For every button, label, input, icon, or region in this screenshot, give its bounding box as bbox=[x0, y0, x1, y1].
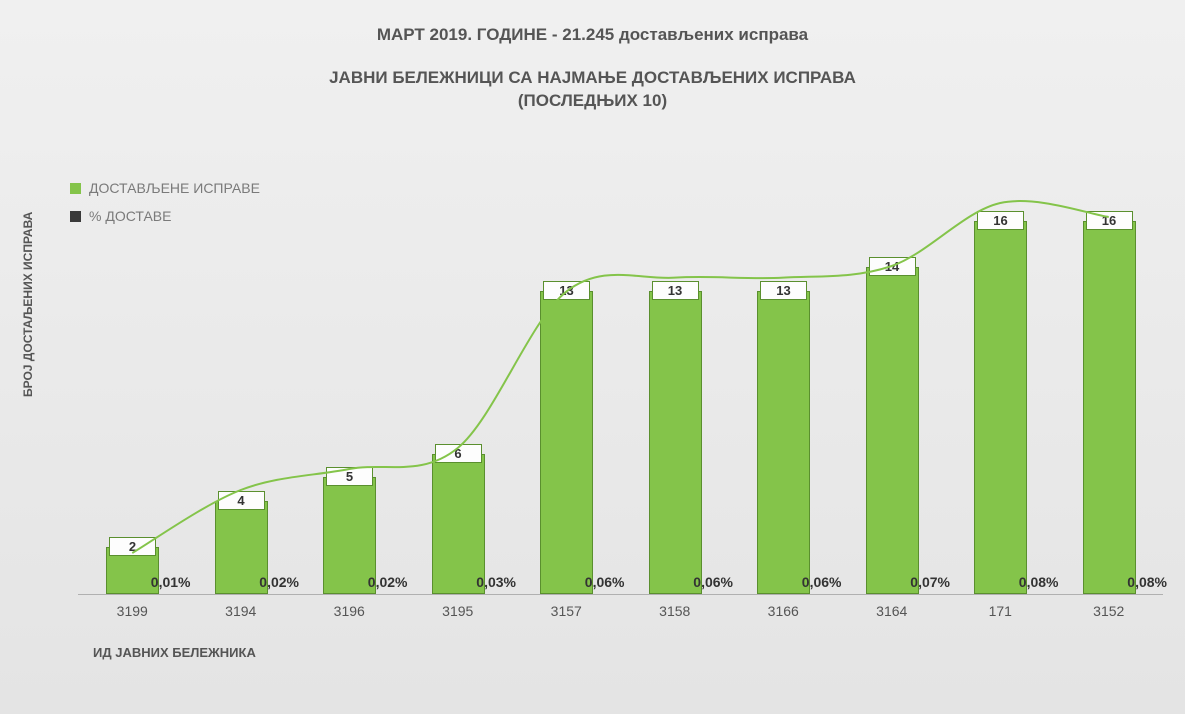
bar-value-label: 16 bbox=[1086, 211, 1133, 230]
pct-label: 0,08% bbox=[1127, 574, 1167, 590]
bar-group: 50,02% bbox=[295, 175, 404, 594]
bar-group: 4 0,02% bbox=[187, 175, 296, 594]
x-tick-label: 3166 bbox=[729, 603, 838, 619]
pct-label: 0,08% bbox=[1019, 574, 1059, 590]
pct-label: 0,06% bbox=[693, 574, 733, 590]
bar bbox=[866, 267, 919, 594]
pct-label: 0,06% bbox=[585, 574, 625, 590]
bar-value-label: 13 bbox=[543, 281, 590, 300]
x-tick-label: 3158 bbox=[621, 603, 730, 619]
chart-subtitle-line2: (ПОСЛЕДЊИХ 10) bbox=[518, 91, 667, 110]
pct-label: 0,07% bbox=[910, 574, 950, 590]
plot-area: 20,01%40,02%50,02%60,03%130,06%130,06%13… bbox=[78, 175, 1163, 595]
x-tick-label: 3199 bbox=[78, 603, 187, 619]
bar-group: 6 0,03% bbox=[404, 175, 513, 594]
bar-value-label: 6 bbox=[435, 444, 482, 463]
bar-value-label: 14 bbox=[869, 257, 916, 276]
bar bbox=[649, 291, 702, 594]
bar-value-label: 5 bbox=[326, 467, 373, 486]
x-tick-label: 3194 bbox=[187, 603, 296, 619]
x-tick-label: 3164 bbox=[838, 603, 947, 619]
x-tick-label: 171 bbox=[946, 603, 1055, 619]
bar-value-label: 13 bbox=[652, 281, 699, 300]
x-tick-label: 3196 bbox=[295, 603, 404, 619]
bar bbox=[757, 291, 810, 594]
x-tick-label: 3195 bbox=[404, 603, 513, 619]
bar bbox=[540, 291, 593, 594]
bar-group: 160,08% bbox=[946, 175, 1055, 594]
pct-label: 0,02% bbox=[368, 574, 408, 590]
chart-subtitle-line1: ЈАВНИ БЕЛЕЖНИЦИ СА НАЈМАЊЕ ДОСТАВЉЕНИХ И… bbox=[329, 68, 856, 87]
chart-title-sub: ЈАВНИ БЕЛЕЖНИЦИ СА НАЈМАЊЕ ДОСТАВЉЕНИХ И… bbox=[0, 67, 1185, 113]
x-tick-label: 3152 bbox=[1055, 603, 1164, 619]
x-tick-label: 3157 bbox=[512, 603, 621, 619]
y-axis-title: БРОЈ ДОСТАЉЕНИХ ИСПРАВА bbox=[21, 212, 35, 397]
bar bbox=[1083, 221, 1136, 594]
x-axis-labels: 319931943196319531573158316631641713152 bbox=[78, 603, 1163, 623]
bar-value-label: 13 bbox=[760, 281, 807, 300]
bar-value-label: 4 bbox=[218, 491, 265, 510]
pct-label: 0,06% bbox=[802, 574, 842, 590]
chart-container: МАРТ 2019. ГОДИНЕ - 21.245 достављених и… bbox=[0, 0, 1185, 714]
pct-label: 0,03% bbox=[476, 574, 516, 590]
bar-value-label: 16 bbox=[977, 211, 1024, 230]
bar bbox=[432, 454, 485, 594]
bar-group: 130,06% bbox=[729, 175, 838, 594]
bar-group: 130,06% bbox=[512, 175, 621, 594]
x-axis-title: ИД ЈАВНИХ БЕЛЕЖНИКА bbox=[93, 645, 256, 660]
chart-title-main: МАРТ 2019. ГОДИНЕ - 21.245 достављених и… bbox=[0, 25, 1185, 45]
pct-label: 0,02% bbox=[259, 574, 299, 590]
bar-group: 14 0,07% bbox=[838, 175, 947, 594]
pct-label: 0,01% bbox=[151, 574, 191, 590]
bar-group: 20,01% bbox=[78, 175, 187, 594]
bar-group: 16 0,08% bbox=[1055, 175, 1164, 594]
bar-group: 13 0,06% bbox=[621, 175, 730, 594]
bar-value-label: 2 bbox=[109, 537, 156, 556]
bar bbox=[974, 221, 1027, 594]
